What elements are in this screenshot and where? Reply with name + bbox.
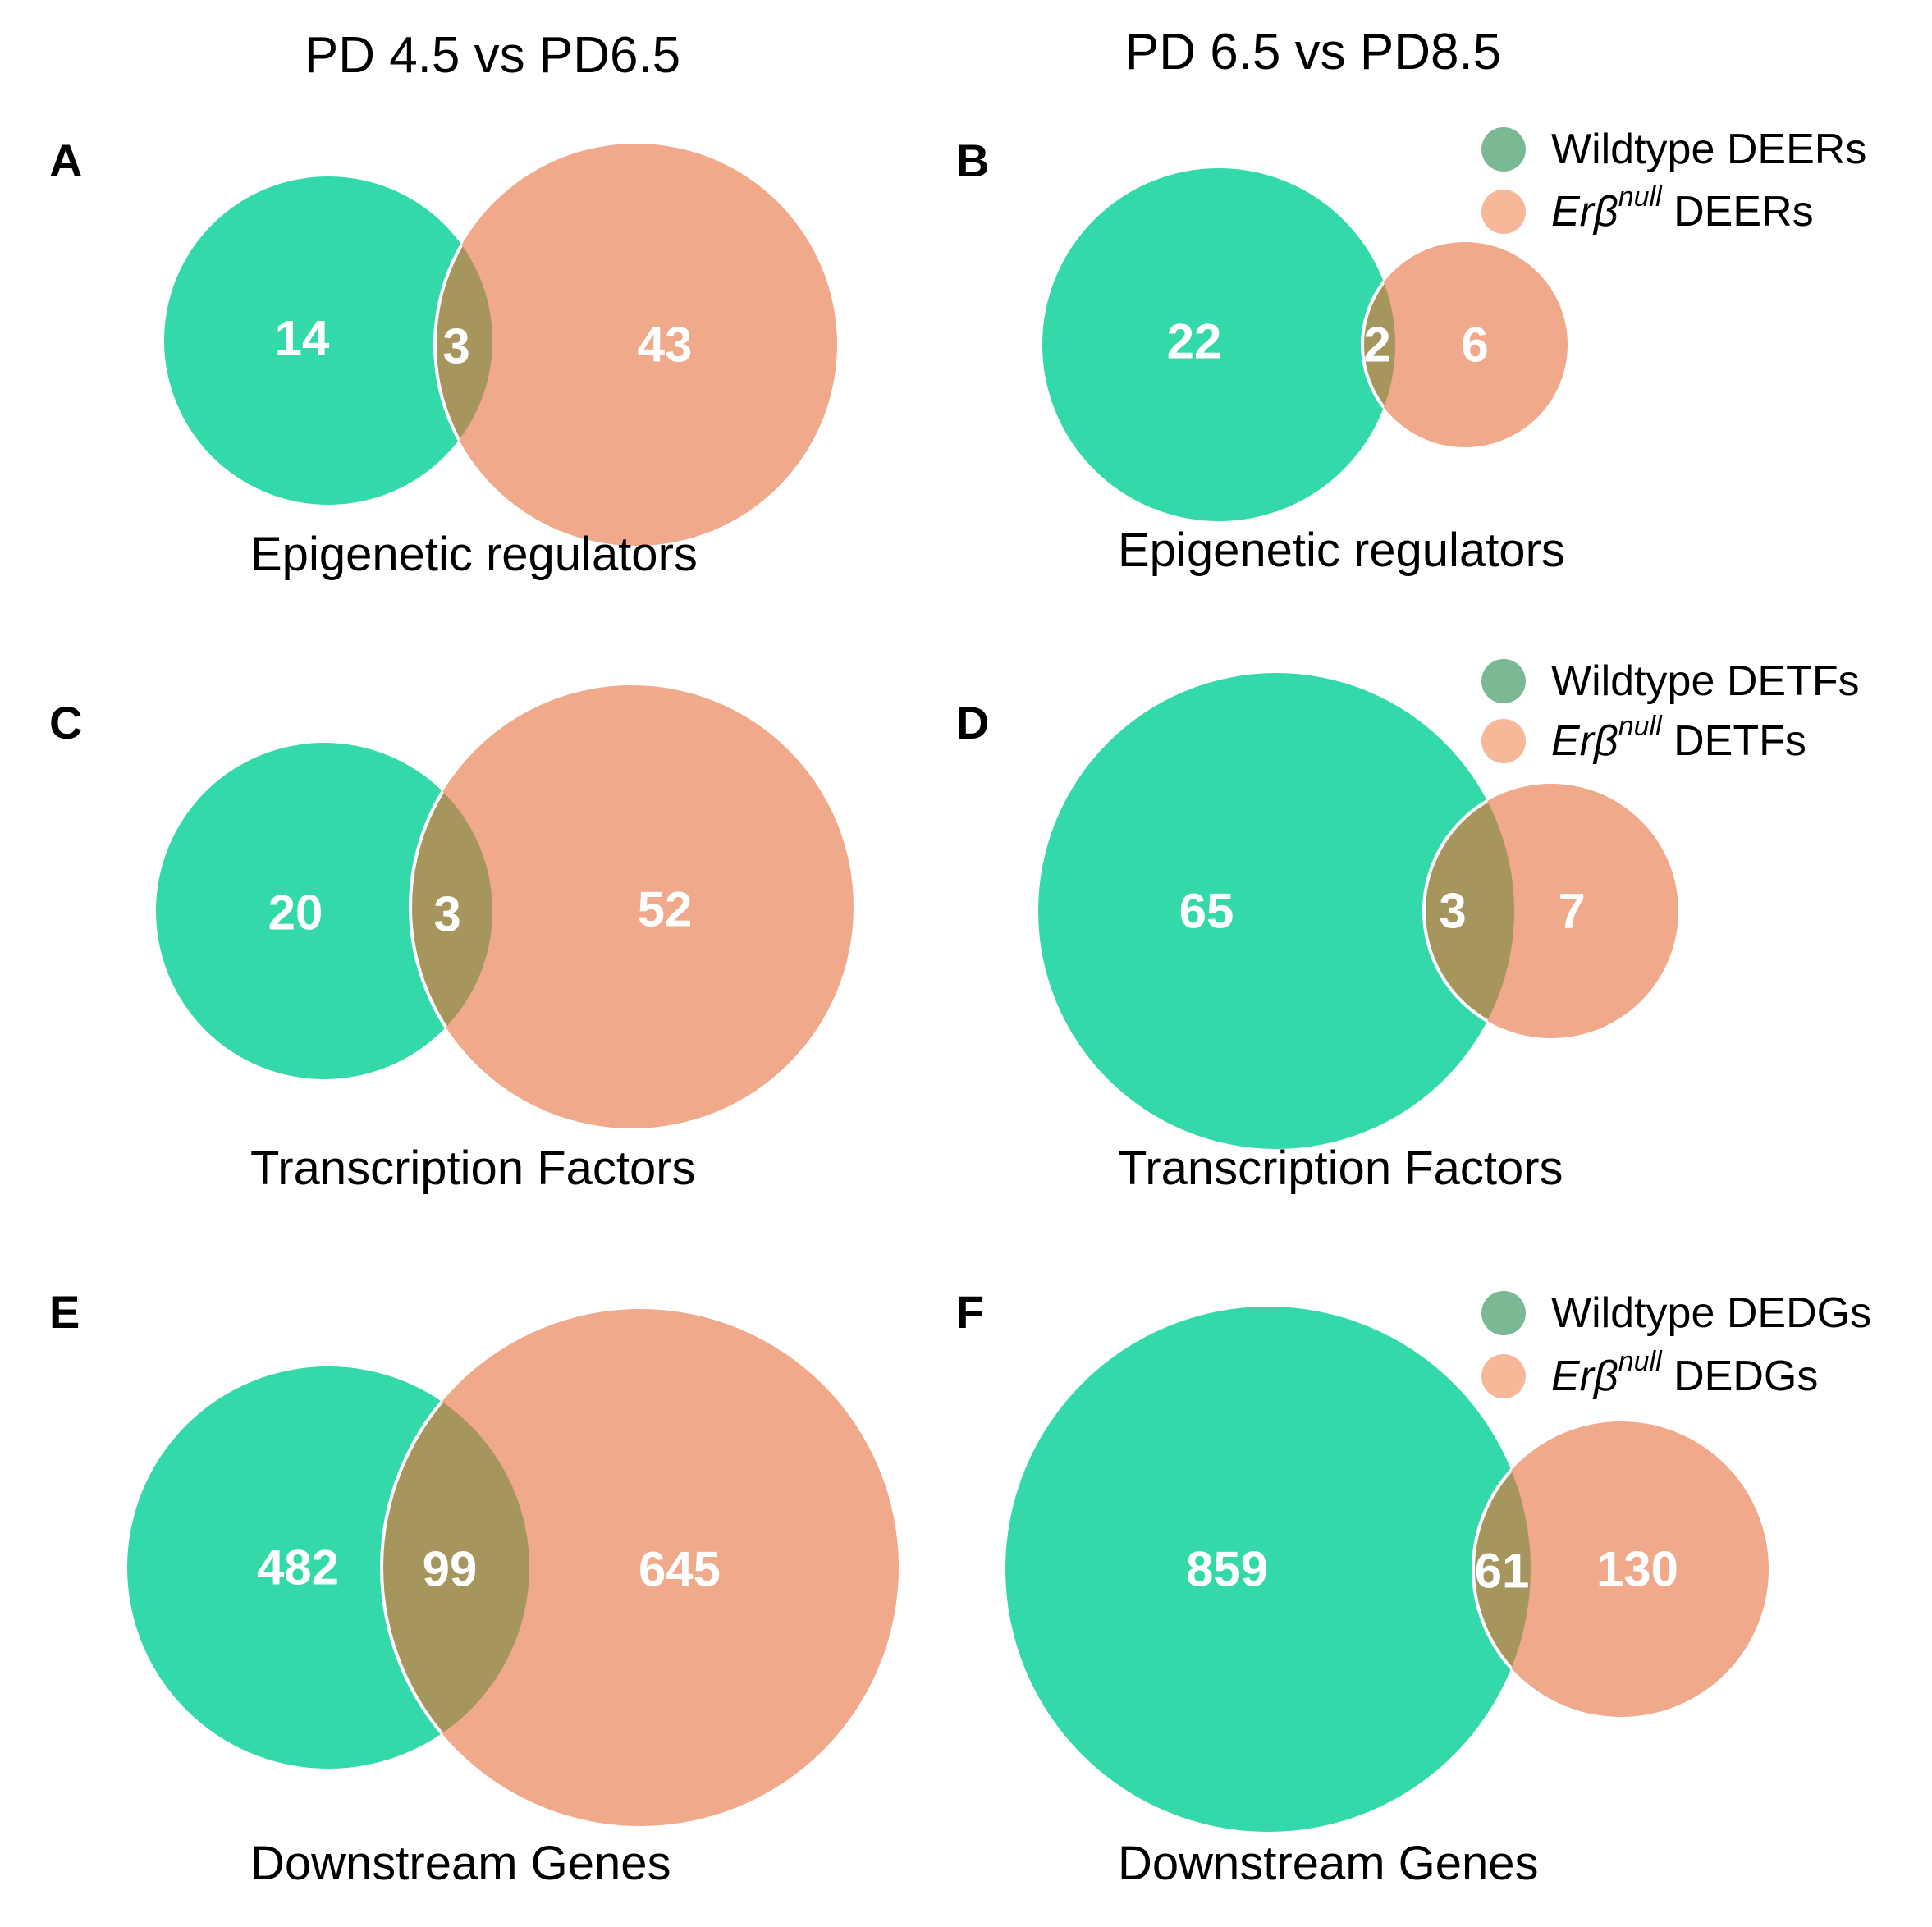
legend: Wildtype DEDGs Erβnull DEDGs [1481,1289,1871,1400]
venn-panel-c: C 20 3 52 Transcription Factors [49,685,854,1195]
legend-wildtype-swatch [1481,659,1526,703]
legend-null-swatch [1481,1354,1526,1398]
venn-panel-f: F 859 61 130 Downstream Genes Wildtype DEDGs E… [956,1286,1871,1890]
null-count: 130 [1596,1542,1678,1597]
panel-caption: Epigenetic regulators [250,528,698,581]
overlap-count: 61 [1475,1544,1530,1599]
panel-letter: C [49,697,82,748]
panel-caption: Transcription Factors [250,1142,696,1195]
overlap-outline [1422,782,1514,1040]
null-count: 6 [1461,318,1488,373]
overlap-outline [380,1366,529,1769]
wildtype-circle [156,743,492,1079]
null-count: 645 [639,1542,721,1597]
overlap-outline [1361,240,1395,449]
venn-panel-e: E 482 99 645 Downstream Genes [49,1286,899,1890]
legend-wildtype-swatch [1481,1291,1526,1335]
panel-caption: Downstream Genes [250,1837,671,1890]
legend: Wildtype DEERs Erβnull DEERs [1481,126,1866,236]
legend: Wildtype DETFs Erβnull DETFs [1481,657,1860,765]
legend-null-label: Erβnull DETFs [1551,711,1806,765]
overlap-count: 2 [1363,318,1390,373]
overlap-outline [433,176,492,505]
null-count: 7 [1558,884,1585,939]
legend-wildtype-swatch [1481,127,1526,172]
panel-caption: Downstream Genes [1118,1837,1539,1890]
panel-letter: D [956,697,989,748]
right-column-title: PD 6.5 vs PD8.5 [1125,24,1501,80]
wildtype-count: 859 [1186,1542,1268,1597]
panel-letter: B [956,135,989,186]
null-circle [410,685,854,1128]
null-count: 52 [638,882,693,937]
legend-null-swatch [1481,719,1526,763]
panel-letter: E [49,1286,80,1338]
null-circle [382,1309,899,1826]
wildtype-count: 482 [257,1540,339,1595]
wildtype-circle [164,176,492,505]
overlap-count: 3 [433,887,460,942]
panel-caption: Transcription Factors [1118,1142,1563,1195]
null-circle [1473,1421,1769,1717]
legend-wildtype-label: Wildtype DEERs [1551,126,1866,173]
legend-wildtype-label: Wildtype DETFs [1551,657,1860,705]
wildtype-circle [1005,1307,1531,1832]
null-circle [435,144,837,546]
overlap-count: 3 [1439,884,1466,939]
wildtype-count: 20 [268,886,323,941]
legend-null-label: Erβnull DEERs [1551,181,1814,236]
overlap-region [1424,784,1514,1038]
legend-null-label: Erβnull DEDGs [1551,1346,1818,1400]
overlap-count: 99 [423,1542,478,1597]
venn-panel-a: A 14 3 43 Epigenetic regulators [49,135,837,581]
venn-panel-d: D 65 3 7 Transcription Factors Wildtype DETFs… [956,657,1860,1195]
wildtype-count: 22 [1167,314,1222,369]
wildtype-circle [1038,673,1514,1149]
overlap-count: 3 [442,319,469,374]
legend-null-swatch [1481,190,1526,234]
wildtype-circle [1042,168,1395,521]
overlap-outline [409,743,492,1079]
wildtype-count: 14 [275,311,330,366]
panel-caption: Epigenetic regulators [1118,524,1565,577]
null-count: 43 [638,318,693,373]
left-column-title: PD 4.5 vs PD6.5 [304,27,680,84]
legend-wildtype-label: Wildtype DEDGs [1551,1289,1871,1337]
wildtype-count: 65 [1179,884,1234,939]
null-circle [1362,242,1568,447]
panel-letter: F [956,1286,984,1338]
panel-letter: A [49,135,82,186]
overlap-outline [1472,1420,1531,1719]
